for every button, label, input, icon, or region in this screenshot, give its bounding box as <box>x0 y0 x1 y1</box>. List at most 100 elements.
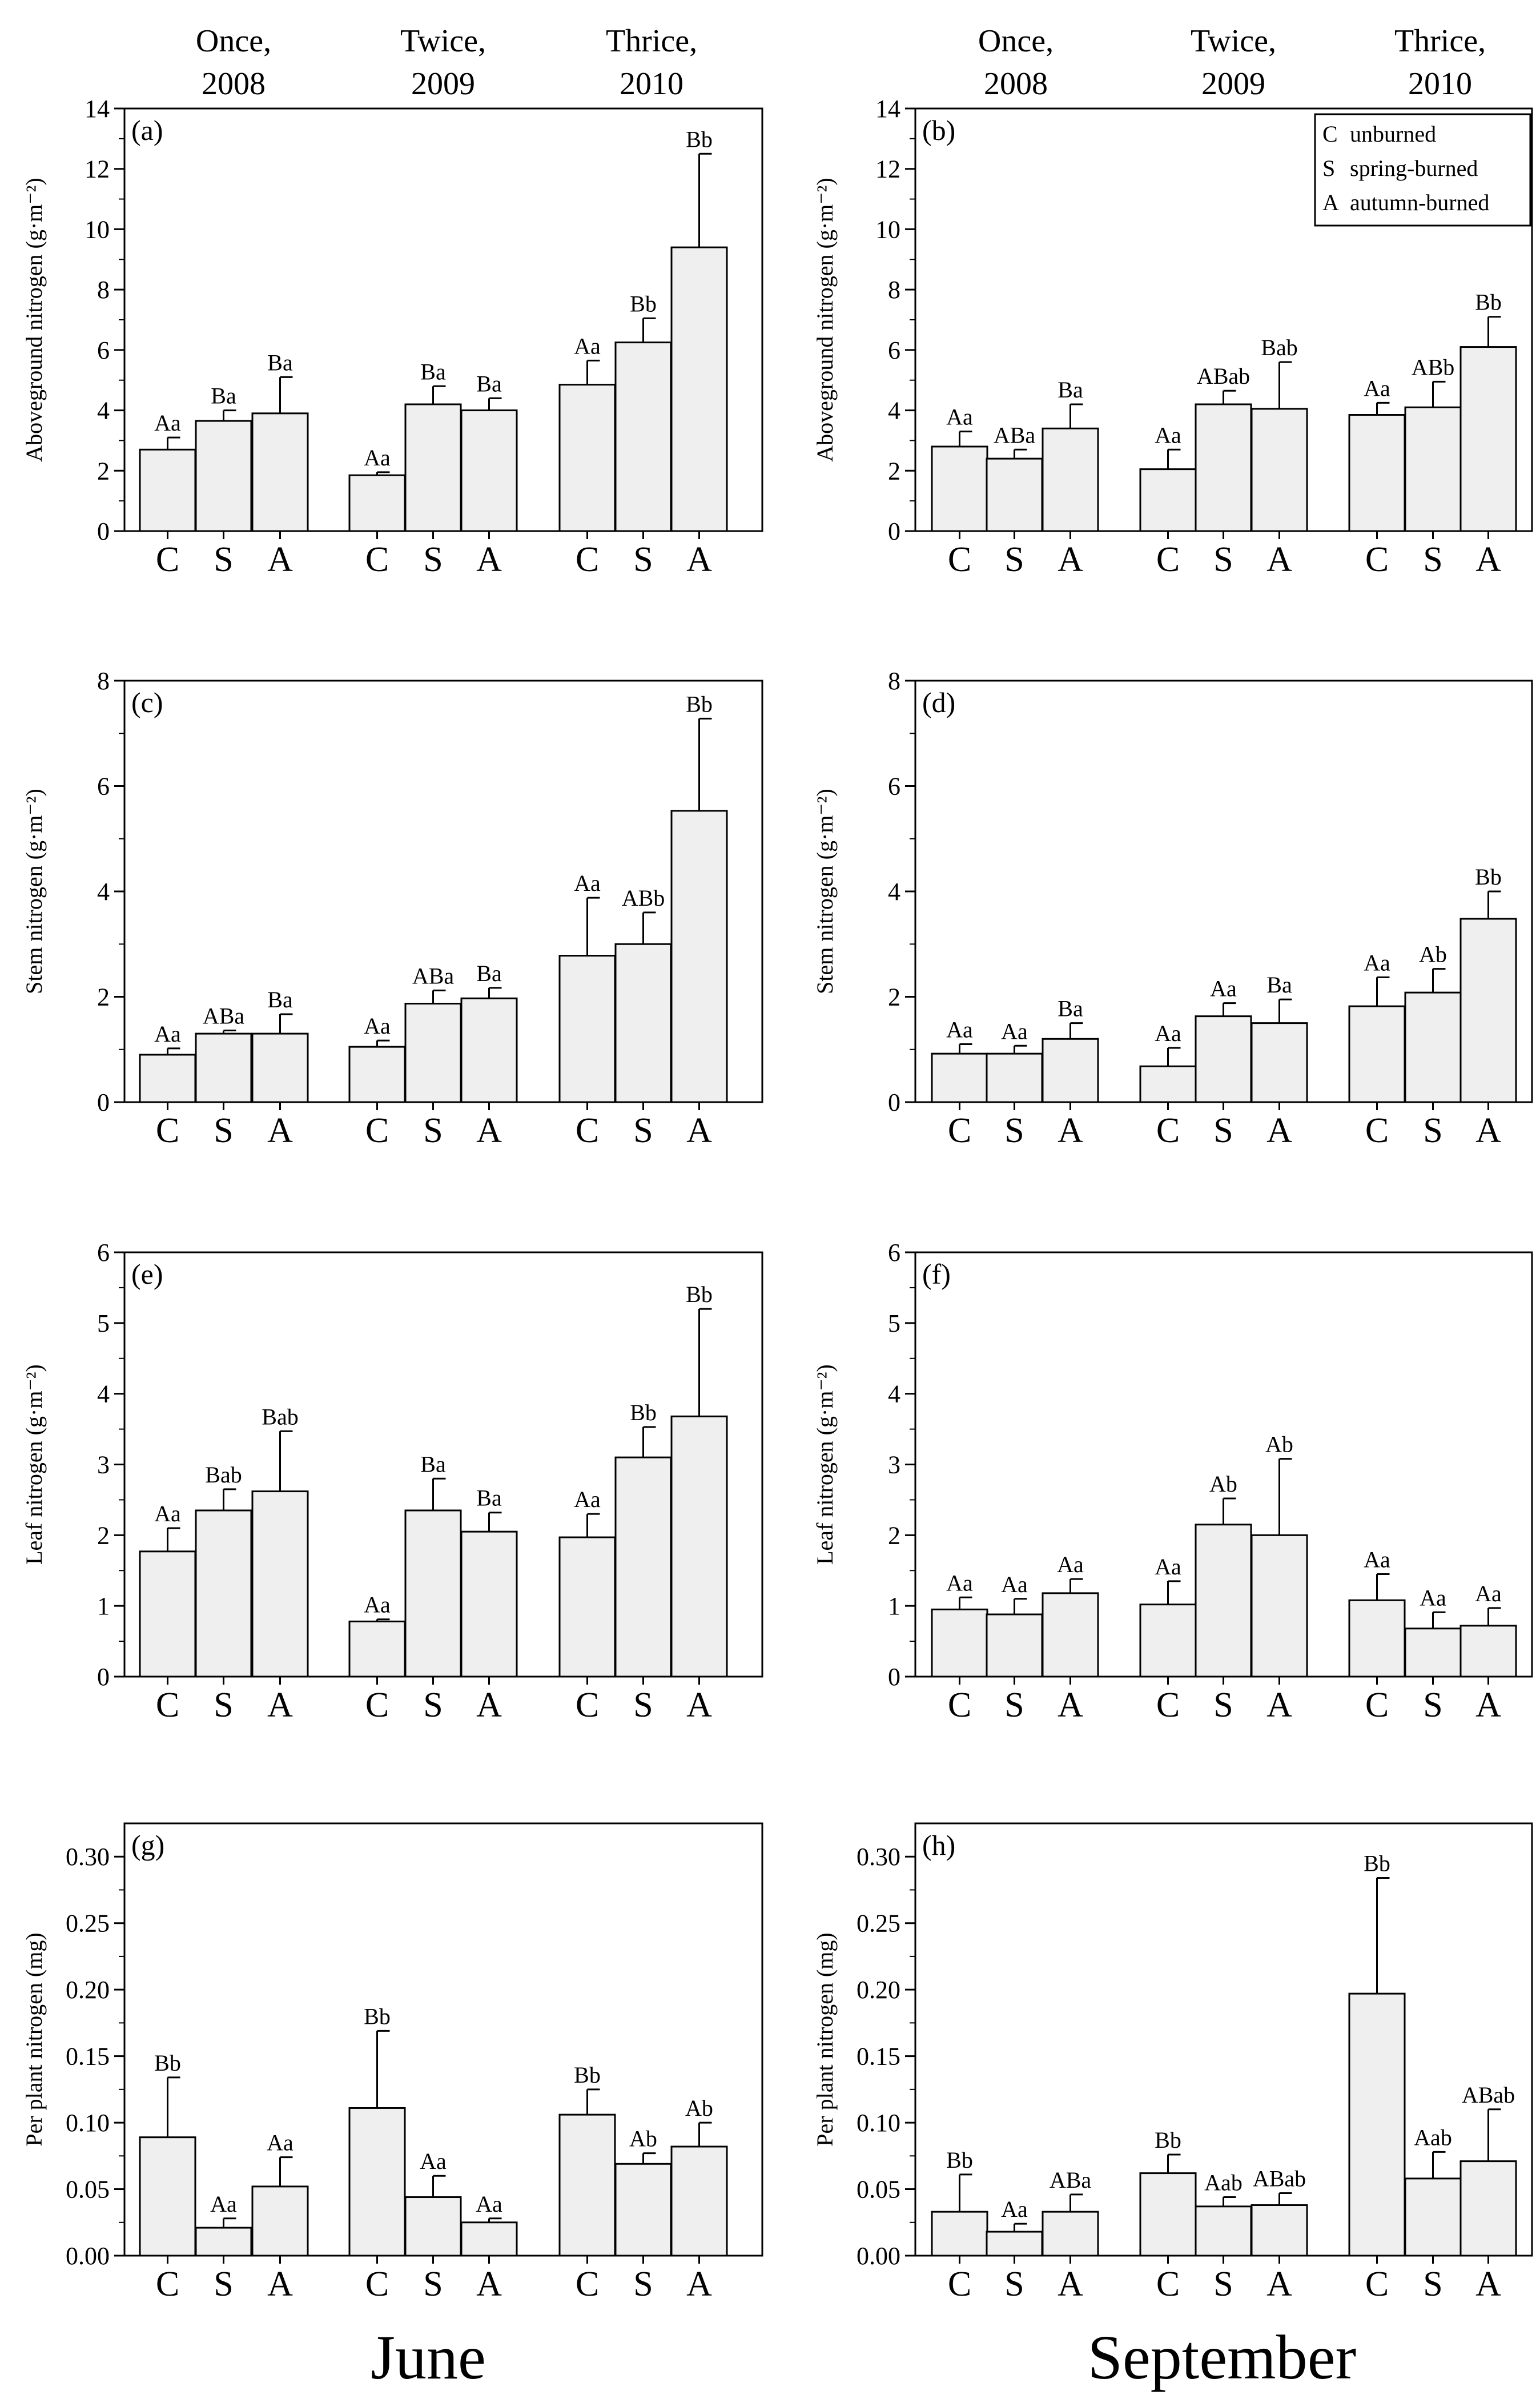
y-tick-label-h: 0.10 <box>857 2109 900 2137</box>
significance-label-d: Aa <box>1364 950 1390 975</box>
bar-c <box>251 1032 309 1103</box>
y-tick-label-d: 6 <box>888 773 900 801</box>
panel-tag-a: (a) <box>131 114 163 146</box>
significance-label-b: Aa <box>946 404 973 430</box>
x-category-label-a: A <box>267 540 293 579</box>
y-tick-label-a: 8 <box>97 276 110 304</box>
x-category-label-c: S <box>633 1111 653 1150</box>
group-label-thrice-right: Thrice, <box>1394 23 1486 59</box>
y-tick-label-h: 0.20 <box>857 1976 900 2004</box>
significance-label-d: Ab <box>1419 942 1447 967</box>
x-category-label-e: S <box>214 1686 233 1725</box>
y-tick-label-g: 0.10 <box>66 2109 110 2137</box>
significance-label-g: Aa <box>476 2191 502 2217</box>
y-tick-label-e: 6 <box>97 1239 110 1267</box>
significance-label-f: Aa <box>1364 1546 1390 1572</box>
group-year-2008-left: 2008 <box>202 66 266 102</box>
significance-label-h: ABab <box>1253 2166 1306 2192</box>
significance-label-a: Bb <box>686 126 713 152</box>
x-category-label-c: A <box>476 1111 502 1150</box>
bar-f <box>1139 1604 1197 1678</box>
x-category-label-c: A <box>267 1111 293 1150</box>
y-axis-label-g: Per plant nitrogen (mg) <box>21 1932 47 2146</box>
bar-h <box>986 2231 1043 2257</box>
significance-label-h: Bb <box>1155 2127 1181 2153</box>
bar-d <box>986 1052 1043 1103</box>
significance-label-d: Bb <box>1475 864 1502 890</box>
bar-f <box>1195 1524 1252 1678</box>
bar-c <box>460 997 518 1103</box>
x-category-label-h: A <box>1266 2265 1292 2304</box>
significance-label-g: Aa <box>210 2191 237 2217</box>
significance-label-b: Ba <box>1058 377 1083 403</box>
x-category-label-b: C <box>1156 540 1180 579</box>
panel-tag-b: (b) <box>922 114 955 146</box>
y-tick-label-b: 0 <box>888 517 900 545</box>
group-year-2010-right: 2010 <box>1408 66 1472 102</box>
y-axis-label-e: Leaf nitrogen (g·m⁻²) <box>21 1364 47 1565</box>
x-category-label-h: A <box>1058 2265 1083 2304</box>
significance-label-g: Bb <box>574 2062 601 2088</box>
y-tick-label-g: 0.00 <box>66 2242 110 2270</box>
x-category-label-g: S <box>214 2265 233 2304</box>
x-category-label-a: S <box>214 540 233 579</box>
panel-b: 0 2 4 6 8 10 12 14 Aboveground nitrogen (g·m⁻²) (… <box>812 95 1533 579</box>
x-category-label-g: S <box>633 2265 653 2304</box>
y-tick-label-c: 8 <box>97 667 110 695</box>
x-category-label-b: C <box>1365 540 1389 579</box>
significance-label-f: Aa <box>1001 1572 1028 1597</box>
x-category-label-e: S <box>633 1686 653 1725</box>
y-tick-label-h: 0.00 <box>857 2242 900 2270</box>
significance-label-e: Ba <box>476 1485 502 1511</box>
x-category-label-c: C <box>156 1111 179 1150</box>
bar-b <box>986 457 1043 532</box>
bar-b <box>1459 346 1517 532</box>
significance-label-b: Bb <box>1475 290 1502 315</box>
significance-label-h: ABa <box>1050 2167 1092 2193</box>
x-category-label-a: S <box>423 540 443 579</box>
bar-g <box>670 2145 728 2257</box>
bar-e <box>404 1509 462 1678</box>
bar-a <box>195 420 252 532</box>
group-year-2009-right: 2009 <box>1201 66 1265 102</box>
bar-c <box>670 810 728 1103</box>
y-tick-label-f: 6 <box>888 1239 900 1267</box>
y-tick-label-f: 1 <box>888 1592 900 1620</box>
y-tick-label-g: 0.25 <box>66 1910 110 1938</box>
x-category-label-d: C <box>948 1111 971 1150</box>
x-category-label-b: A <box>1475 540 1501 579</box>
x-category-label-f: C <box>1156 1686 1180 1725</box>
y-tick-label-h: 0.05 <box>857 2176 900 2204</box>
y-tick-label-e: 2 <box>97 1521 110 1549</box>
significance-label-e: Bab <box>205 1462 242 1488</box>
panel-f: 0 1 2 3 4 5 6 Leaf nitrogen (g·m⁻²) (f) Aa C Aa S Aa A… <box>812 1239 1533 1725</box>
bar-f <box>1348 1599 1406 1678</box>
significance-label-d: Aa <box>1210 976 1237 1002</box>
group-label-twice-left: Twice, <box>400 23 486 59</box>
bar-g <box>558 2113 616 2257</box>
group-headers-left: Once, 2008 Twice, 2009 Thrice, 2010 <box>196 23 697 102</box>
significance-label-d: Ba <box>1266 972 1292 998</box>
x-category-label-a: C <box>156 540 179 579</box>
bar-h <box>1251 2204 1308 2257</box>
y-tick-label-b: 4 <box>888 397 900 425</box>
y-tick-label-a: 2 <box>97 457 110 485</box>
significance-label-h: ABab <box>1462 2082 1515 2108</box>
bar-c <box>195 1032 252 1103</box>
bar-g <box>404 2196 462 2257</box>
bar-e <box>348 1620 406 1678</box>
significance-label-a: Aa <box>364 445 391 471</box>
y-tick-label-h: 0.15 <box>857 2043 900 2071</box>
x-category-label-g: A <box>476 2265 502 2304</box>
bar-b <box>1348 414 1406 532</box>
group-year-2010-left: 2010 <box>620 66 683 102</box>
significance-label-g: Bb <box>154 2050 181 2076</box>
y-tick-label-a: 10 <box>85 215 110 243</box>
group-label-once-left: Once, <box>196 23 271 59</box>
significance-label-d: Aa <box>946 1017 973 1043</box>
significance-label-c: ABa <box>203 1003 245 1029</box>
x-category-label-d: A <box>1058 1111 1083 1150</box>
y-tick-label-a: 12 <box>85 155 110 183</box>
significance-label-e: Aa <box>154 1501 181 1526</box>
